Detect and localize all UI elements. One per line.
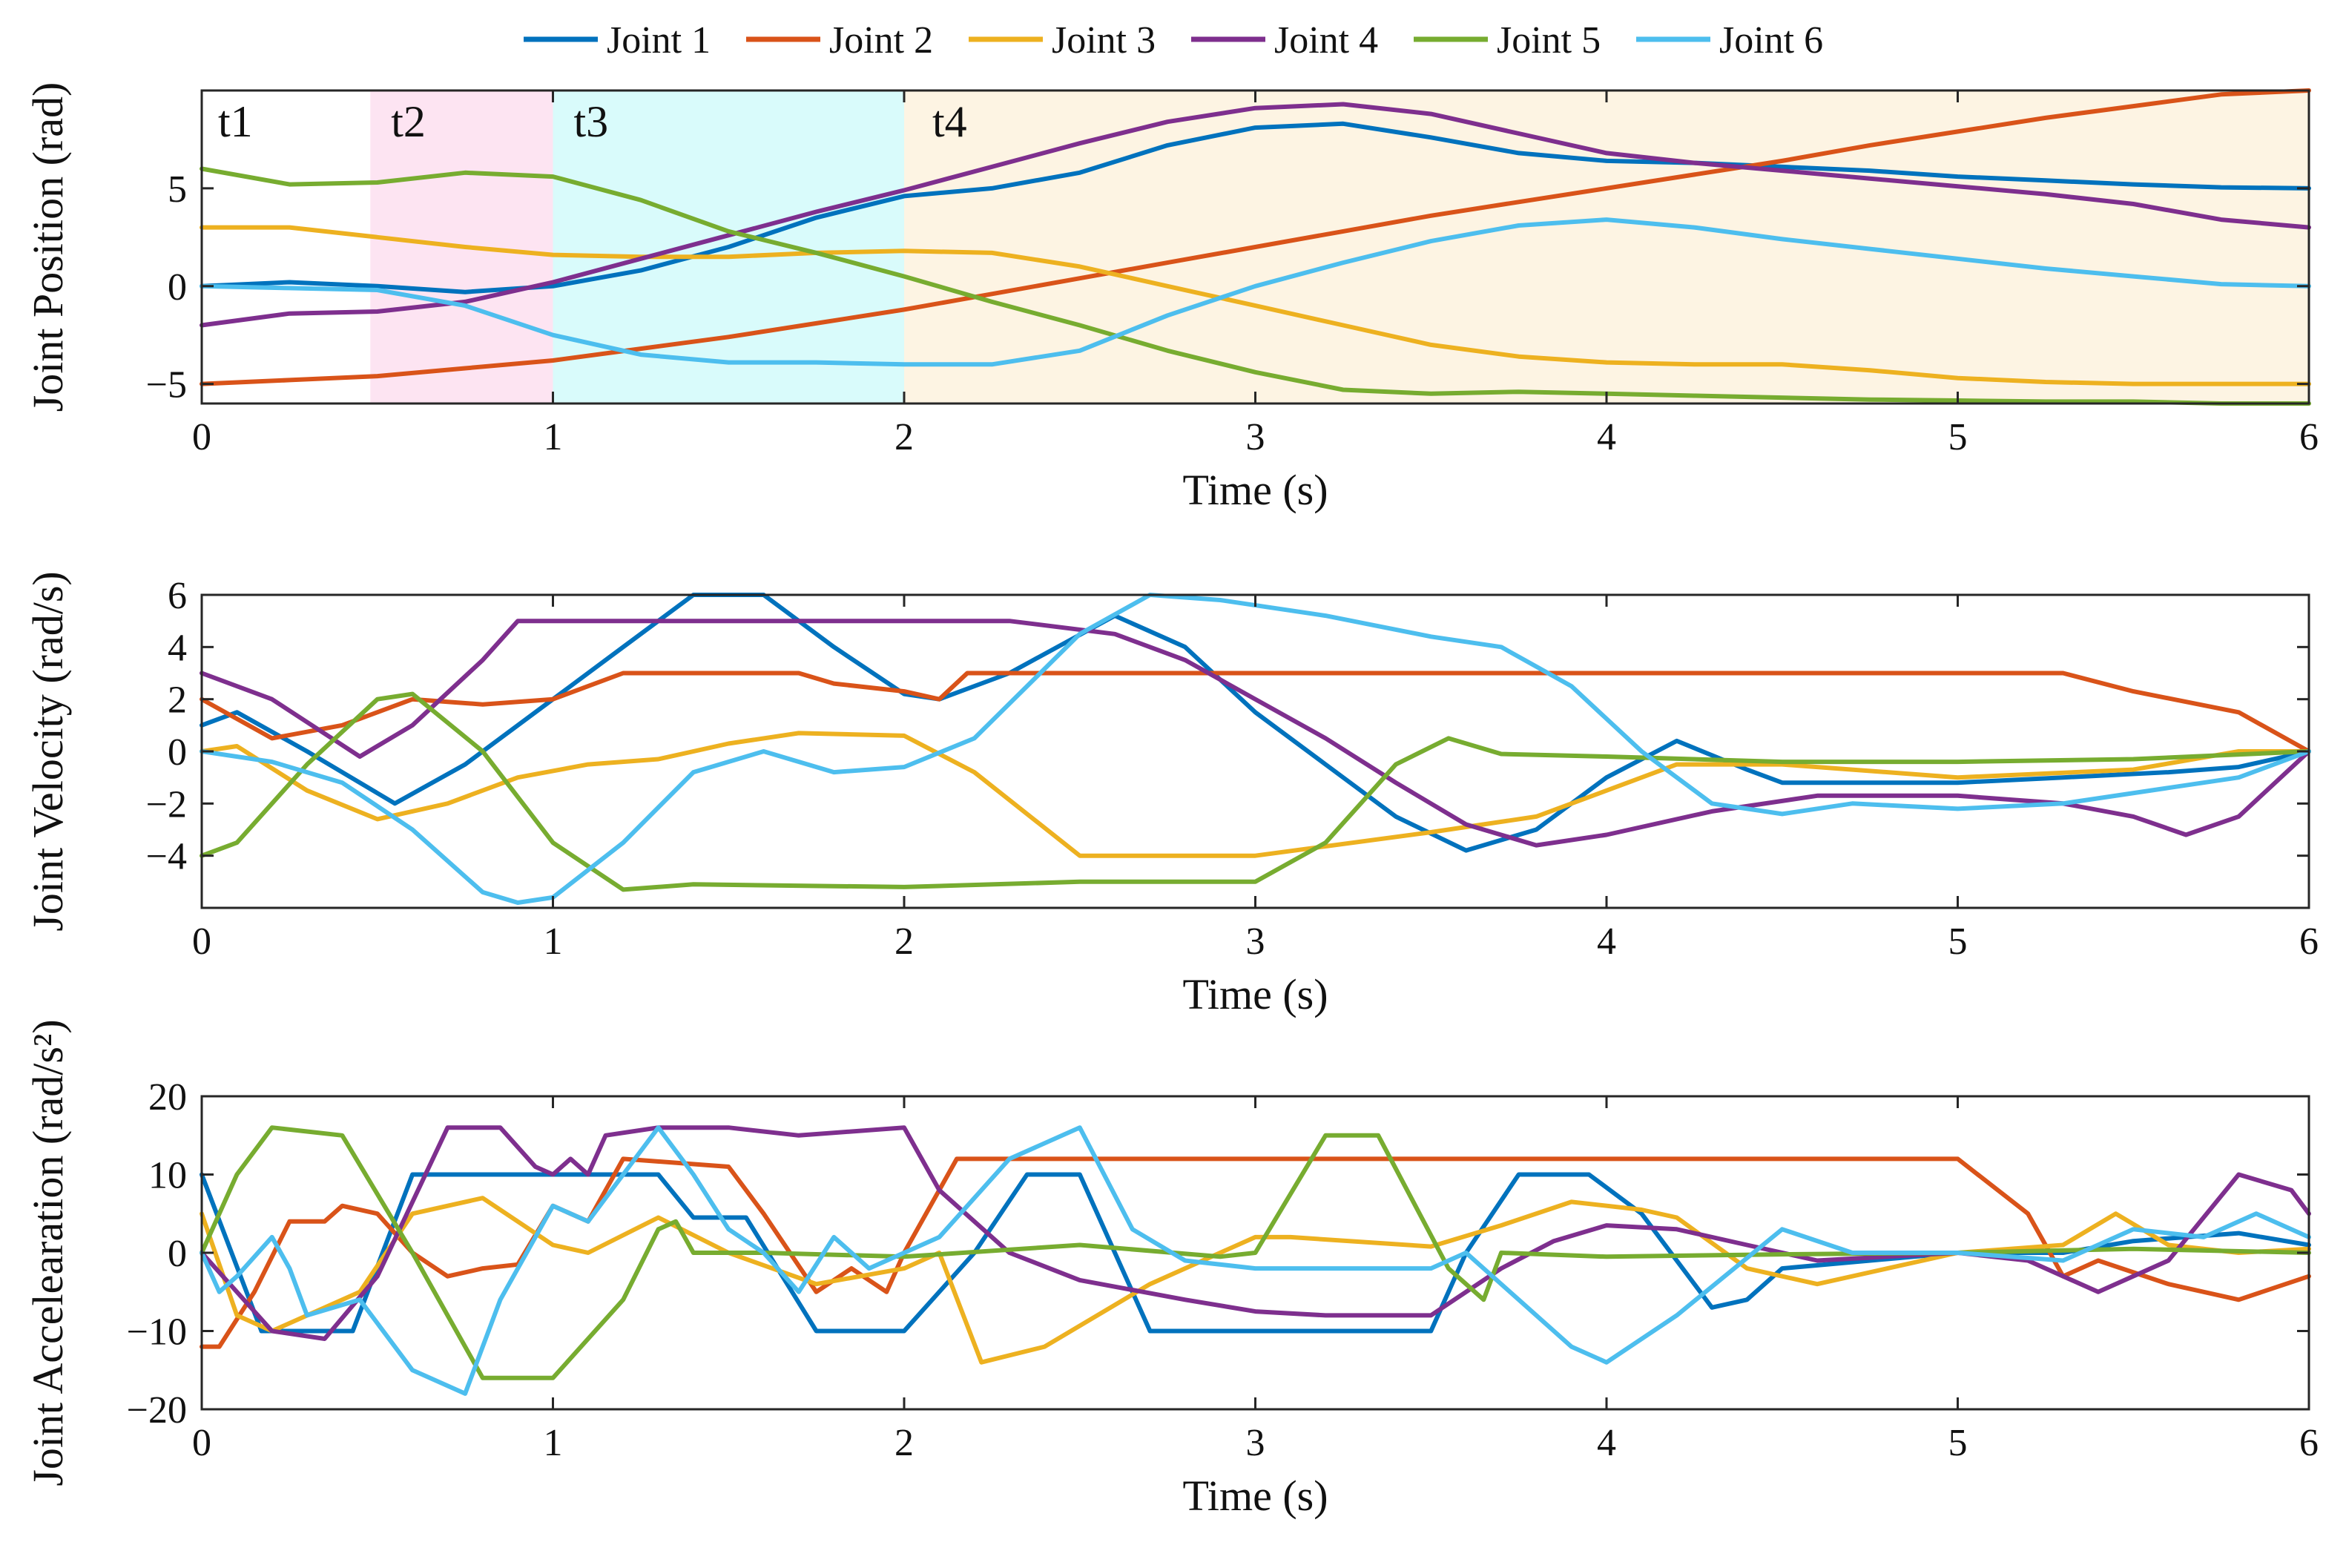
y-axis-label: Joint Velocity (rad/s) [24, 571, 72, 931]
phase-label-t3: t3 [574, 97, 609, 146]
x-axis-label: Time (s) [1182, 1472, 1328, 1520]
series-line-joint-2 [200, 671, 2311, 754]
legend: Joint 1 Joint 2 Joint 3 Joint 4 Joint 5 Joint… [524, 19, 1823, 62]
x-tick-label: 6 [2299, 920, 2319, 963]
y-tick-label: 2 [168, 679, 187, 722]
legend-label-joint-4: Joint 4 [1274, 19, 1378, 62]
x-tick-label: 4 [1597, 920, 1616, 963]
x-tick-label: 4 [1597, 416, 1616, 458]
series-line-joint-2 [200, 1156, 2311, 1349]
y-tick-label: −10 [127, 1311, 187, 1354]
series-line-joint-4 [200, 102, 2311, 328]
position-panel: t1 t2 t3 t4 0 1 2 3 4 5 6−505 Time (s) Joint Posi… [24, 82, 2319, 514]
series-line-joint-1 [200, 593, 2311, 853]
phase-label-t2: t2 [391, 97, 426, 146]
x-axis-label: Time (s) [1182, 970, 1328, 1018]
acceleration-panel: 0 1 2 3 4 5 6 −20 −10 0 10 20 Time (s) Joint Accele… [24, 1019, 2319, 1520]
x-tick-label: 1 [544, 920, 563, 963]
y-tick-label: 0 [168, 1233, 187, 1275]
y-tick-label: 0 [168, 266, 187, 309]
legend-label-joint-5: Joint 5 [1497, 19, 1601, 62]
phase-region-t4 [904, 90, 2309, 403]
phase-label-t1: t1 [218, 97, 253, 146]
y-tick-label: −20 [127, 1389, 187, 1432]
plot-frame [200, 593, 2310, 909]
y-tick-label: 10 [148, 1155, 187, 1197]
y-tick-label: −5 [146, 364, 187, 406]
series-line-joint-2 [200, 88, 2311, 386]
phase-label-t4: t4 [932, 97, 967, 146]
x-tick-label: 3 [1246, 920, 1265, 963]
x-tick-label: 0 [192, 920, 211, 963]
series-line-joint-4 [200, 619, 2311, 848]
y-axis-label: Joint Accelearation (rad/s²) [24, 1019, 72, 1486]
y-tick-label: −2 [146, 783, 187, 826]
x-tick-label: 0 [192, 416, 211, 458]
y-tick-label: 5 [168, 168, 187, 211]
y-tick-label: −4 [146, 836, 187, 878]
x-tick-label: 4 [1597, 1422, 1616, 1464]
legend-label-joint-2: Joint 2 [829, 19, 933, 62]
phase-region-t1 [202, 90, 371, 403]
series-line-joint-3 [200, 1196, 2311, 1365]
legend-label-joint-3: Joint 3 [1052, 19, 1156, 62]
x-tick-label: 5 [1948, 920, 1968, 963]
y-tick-label: 0 [168, 731, 187, 774]
y-axis-label: Joint Position (rad) [24, 82, 72, 412]
y-tick-label: 20 [148, 1076, 187, 1119]
x-tick-label: 6 [2299, 1422, 2319, 1464]
x-tick-label: 2 [894, 416, 914, 458]
series-line-joint-3 [200, 225, 2311, 386]
legend-label-joint-6: Joint 6 [1719, 19, 1823, 62]
series-line-joint-6 [200, 1125, 2311, 1396]
legend-label-joint-1: Joint 1 [607, 19, 711, 62]
velocity-panel: 0 1 2 3 4 5 6 −4 −2 0 2 4 6 Time (s) Joint Velocity … [24, 571, 2319, 1018]
x-tick-label: 5 [1948, 1422, 1968, 1464]
x-tick-label: 3 [1246, 1422, 1265, 1464]
series-line-joint-6 [200, 217, 2311, 367]
series-line-joint-5 [200, 691, 2311, 892]
x-tick-label: 3 [1246, 416, 1265, 458]
x-tick-label: 2 [894, 1422, 914, 1464]
x-tick-label: 5 [1948, 416, 1968, 458]
series-line-joint-3 [200, 731, 2311, 858]
x-tick-label: 6 [2299, 416, 2319, 458]
x-tick-label: 1 [544, 1422, 563, 1464]
x-tick-label: 2 [894, 920, 914, 963]
x-tick-label: 0 [192, 1422, 211, 1464]
y-tick-label: 6 [168, 575, 187, 617]
x-axis-label: Time (s) [1182, 466, 1328, 514]
series-line-joint-1 [200, 121, 2311, 294]
series-line-joint-5 [200, 1125, 2311, 1380]
x-tick-label: 1 [544, 416, 563, 458]
y-tick-label: 4 [168, 627, 187, 669]
